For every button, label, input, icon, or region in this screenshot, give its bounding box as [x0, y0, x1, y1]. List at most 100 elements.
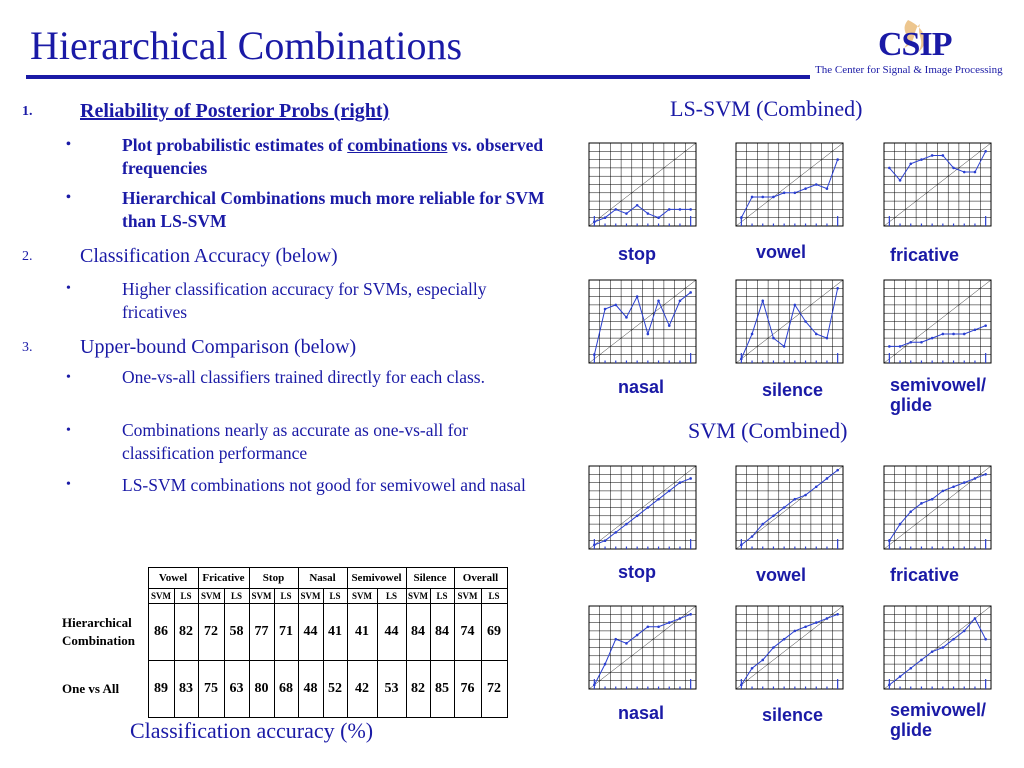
data-point	[646, 332, 650, 336]
plot-label: vowel	[756, 242, 807, 262]
data-point	[984, 324, 987, 327]
outline-bullet: Combinations nearly as accurate as one-v…	[122, 420, 468, 463]
diagonal-reference	[735, 142, 844, 227]
lssvm-panel-title: LS-SVM (Combined)	[670, 96, 863, 121]
data-point	[678, 481, 682, 484]
table-row: One vs All 89 83 75 63 80 68 48 52 42 53…	[58, 660, 508, 718]
series-line	[593, 292, 691, 355]
plot-frame	[883, 465, 992, 550]
table-column-header: Stop	[248, 567, 299, 589]
data-point	[678, 299, 682, 303]
data-point	[657, 625, 660, 629]
plot-frame	[588, 279, 697, 364]
data-point	[625, 642, 628, 645]
table-row-label: One vs All	[58, 660, 149, 718]
table-subheader: SVM	[453, 588, 482, 604]
outline-number: 2.	[22, 249, 33, 264]
outline-heading: Classification Accuracy (below)	[80, 245, 338, 267]
outline-heading: Reliability of Posterior Probs (right)	[80, 100, 390, 122]
table-row-label: Hierarchical Combination	[58, 603, 149, 661]
plot-frame	[735, 605, 844, 690]
table-subheader: LS	[322, 588, 348, 604]
reliability-plot-svm-stop	[588, 465, 697, 550]
table-corner	[58, 568, 148, 589]
table-cell: 76	[453, 660, 482, 718]
data-point	[836, 468, 839, 472]
data-point	[825, 187, 829, 190]
table-subheader: SVM	[346, 588, 378, 604]
reliability-plot-svm-semivowel	[883, 605, 992, 690]
series-line	[594, 204, 691, 223]
data-point	[635, 633, 639, 637]
data-point	[962, 170, 966, 174]
data-point	[909, 340, 913, 344]
diagonal-reference	[883, 465, 992, 550]
table-caption: Classification accuracy (%)	[130, 718, 374, 743]
reliability-plot-lssvm-nasal	[588, 279, 697, 364]
data-point	[941, 332, 945, 336]
data-point	[793, 497, 797, 501]
outline-heading: Upper-bound Comparison (below)	[80, 336, 357, 358]
reliability-plot-svm-nasal	[588, 605, 697, 690]
data-point	[888, 539, 891, 542]
series-line	[740, 613, 838, 686]
data-point	[941, 646, 945, 649]
data-point	[804, 493, 807, 497]
data-point	[689, 291, 692, 294]
table-cell: 82	[173, 603, 199, 661]
table-cell: 74	[453, 603, 482, 661]
data-point	[825, 617, 829, 620]
data-point	[930, 497, 934, 501]
data-point	[667, 621, 671, 624]
data-point	[952, 166, 955, 170]
table-subheader: LS	[480, 588, 508, 604]
data-point	[814, 621, 818, 624]
data-point	[888, 345, 891, 348]
data-point	[920, 502, 923, 505]
data-point	[657, 497, 660, 501]
table-column-header: Fricative	[197, 567, 250, 589]
reliability-plot-lssvm-vowel	[735, 142, 844, 227]
plot-frame	[735, 279, 844, 364]
table-cell: 80	[248, 660, 275, 718]
csip-logo-flame-icon	[904, 20, 925, 52]
data-point	[614, 637, 618, 641]
data-point	[603, 662, 607, 666]
table-cell: 41	[346, 603, 378, 661]
data-point	[793, 191, 797, 195]
data-point	[761, 299, 765, 303]
data-point	[973, 328, 977, 332]
data-point	[740, 543, 743, 547]
bullet-icon: •	[66, 190, 71, 205]
svm-panel-title: SVM (Combined)	[688, 418, 848, 443]
data-point	[750, 332, 754, 336]
data-point	[646, 212, 650, 215]
table-subheader: LS	[429, 588, 455, 604]
outline-number: 1.	[22, 104, 33, 119]
accuracy-table: Vowel Fricative Stop Nasal Semivowel Sil…	[58, 567, 508, 718]
table-cell: 72	[197, 603, 225, 661]
data-point	[657, 216, 660, 219]
data-point	[646, 625, 650, 629]
plot-frame	[588, 605, 697, 690]
data-point	[750, 666, 754, 670]
data-point	[920, 340, 923, 344]
outline-number: 3.	[22, 340, 33, 355]
data-point	[593, 353, 596, 356]
data-point	[941, 489, 945, 493]
data-point	[952, 485, 955, 489]
data-point	[782, 345, 786, 348]
table-cell: 71	[273, 603, 299, 661]
bullet-icon: •	[66, 423, 71, 438]
data-point	[836, 158, 839, 161]
table-cell: 75	[197, 660, 225, 718]
table-cell: 58	[223, 603, 250, 661]
diagonal-reference	[883, 142, 992, 227]
plot-frame	[883, 142, 992, 227]
logo-text: CSIP	[878, 26, 952, 63]
plot-label: fricative	[890, 565, 960, 585]
series-line	[889, 617, 987, 686]
plot-frame	[735, 465, 844, 550]
data-point	[782, 191, 786, 195]
outline-bullet: Plot probabilistic estimates of combinat…	[122, 135, 544, 178]
